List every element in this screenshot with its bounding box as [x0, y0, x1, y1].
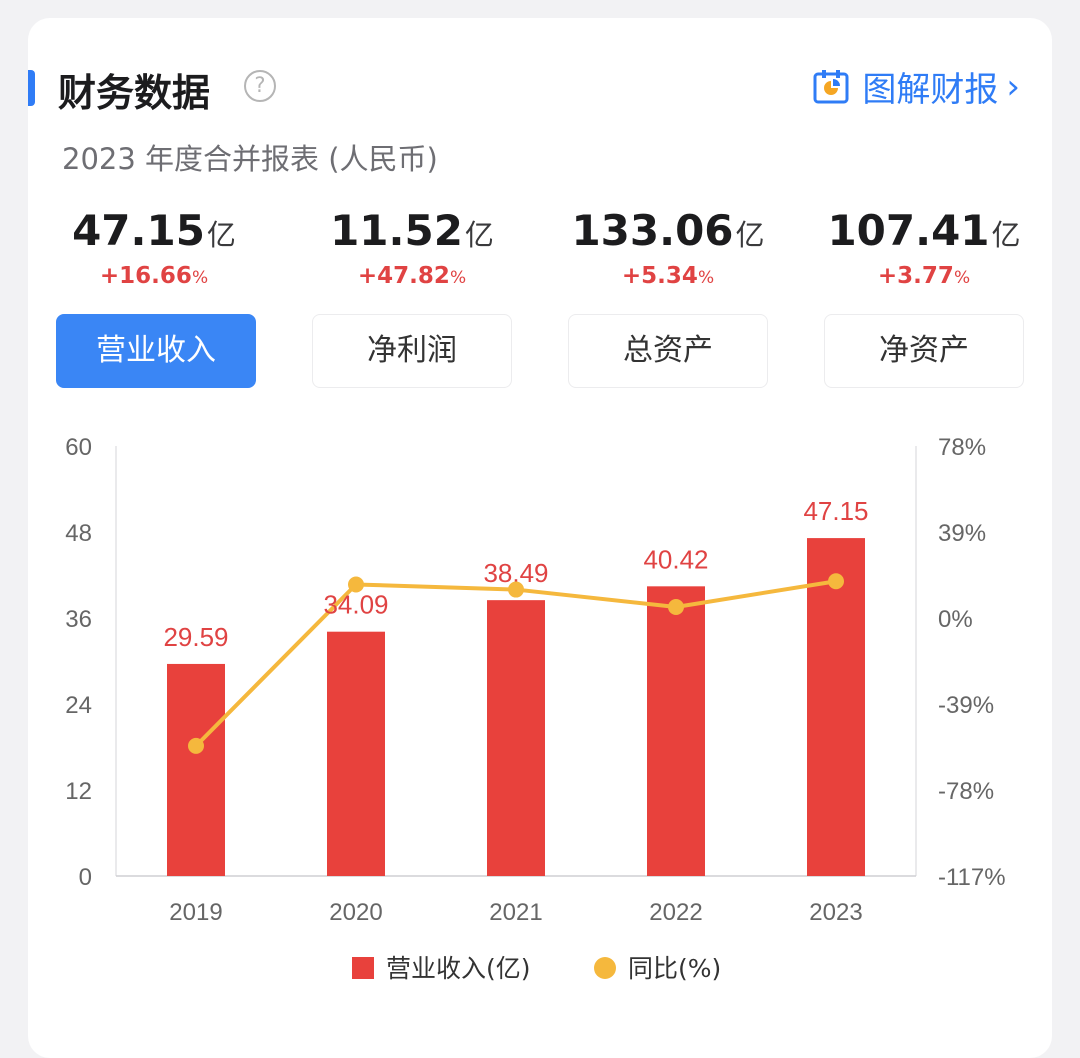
x-tick-label: 2022	[649, 899, 702, 926]
report-subtitle: 2023 年度合并报表 (人民币)	[62, 142, 438, 176]
metric-net-assets: 107.41亿 +3.77%	[822, 206, 1026, 289]
yoy-point	[508, 581, 524, 598]
bar	[167, 663, 225, 876]
legend-bar-label: 营业收入(亿)	[386, 954, 531, 983]
y-left-tick-label: 48	[65, 520, 92, 547]
yoy-point	[348, 576, 364, 593]
bar	[487, 600, 545, 876]
financial-data-card: 财务数据 ? 图解财报 › 2023 年度合并报表 (人民币)	[28, 18, 1052, 1058]
metric-unit: 亿	[464, 218, 494, 252]
metric-unit: 亿	[735, 218, 765, 252]
y-left-tick-label: 60	[65, 434, 92, 461]
section-accent-bar	[28, 70, 35, 106]
tab-total-assets[interactable]: 总资产	[568, 314, 768, 388]
legend-line-swatch	[594, 957, 616, 979]
x-tick-label: 2019	[169, 899, 222, 926]
x-tick-label: 2023	[809, 899, 862, 926]
y-left-tick-label: 0	[79, 864, 92, 891]
metric-value: 11.52	[330, 206, 463, 255]
y-right-tick-label: 0%	[938, 606, 973, 633]
y-left-tick-label: 24	[65, 692, 92, 719]
revenue-chart: 0 12 24 36 48 60 -117% -78% -39% 0% 39% 78% 2019 2020…	[65, 434, 1006, 983]
x-tick-label: 2021	[489, 899, 542, 926]
bar-data-label: 34.09	[323, 590, 388, 620]
metric-change: +47.82	[357, 263, 450, 289]
legend-bar-swatch	[352, 957, 374, 979]
bar-data-label: 47.15	[803, 496, 868, 526]
metric-unit: 亿	[991, 218, 1021, 252]
yoy-point	[668, 598, 684, 615]
metric-change: +3.77	[877, 263, 954, 289]
bar	[327, 631, 385, 876]
metric-change: +5.34	[621, 263, 698, 289]
y-right-tick-label: 39%	[938, 520, 986, 547]
metric-pct: %	[191, 268, 209, 288]
bar-data-label: 40.42	[643, 544, 708, 574]
chevron-right-icon: ›	[1006, 66, 1020, 107]
yoy-point	[188, 737, 204, 754]
metric-total-assets: 133.06亿 +5.34%	[566, 206, 770, 289]
tab-net-assets[interactable]: 净资产	[824, 314, 1024, 388]
metric-value: 133.06	[571, 206, 734, 255]
metric-unit: 亿	[206, 218, 236, 252]
report-link-label: 图解财报	[862, 70, 999, 110]
y-left-tick-label: 12	[65, 778, 92, 805]
metric-value: 107.41	[827, 206, 990, 255]
bar	[647, 586, 705, 876]
y-right-tick-label: -117%	[938, 864, 1006, 891]
legend-line-label: 同比(%)	[628, 954, 721, 983]
tab-net-profit[interactable]: 净利润	[312, 314, 512, 388]
bar	[807, 538, 865, 876]
y-right-tick-label: -39%	[938, 692, 994, 719]
metric-change: +16.66	[99, 263, 192, 289]
document-chart-icon	[813, 69, 849, 103]
bar-data-label: 29.59	[163, 622, 228, 652]
yoy-point	[828, 573, 844, 590]
metric-pct: %	[953, 268, 971, 288]
y-right-tick-label: -78%	[938, 778, 994, 805]
x-tick-label: 2020	[329, 899, 382, 926]
tab-revenue[interactable]: 营业收入	[56, 314, 256, 388]
report-graphic-link[interactable]: 图解财报 ›	[812, 62, 1020, 111]
metric-net-profit: 11.52亿 +47.82%	[310, 206, 514, 289]
metric-pct: %	[697, 268, 715, 288]
question-circle-icon[interactable]: ?	[244, 70, 276, 102]
metric-value: 47.15	[72, 206, 205, 255]
y-left-tick-label: 36	[65, 606, 92, 633]
metric-pct: %	[449, 268, 467, 288]
y-right-tick-label: 78%	[938, 434, 986, 461]
section-title: 财务数据	[58, 71, 211, 115]
metric-revenue: 47.15亿 +16.66%	[52, 206, 256, 289]
